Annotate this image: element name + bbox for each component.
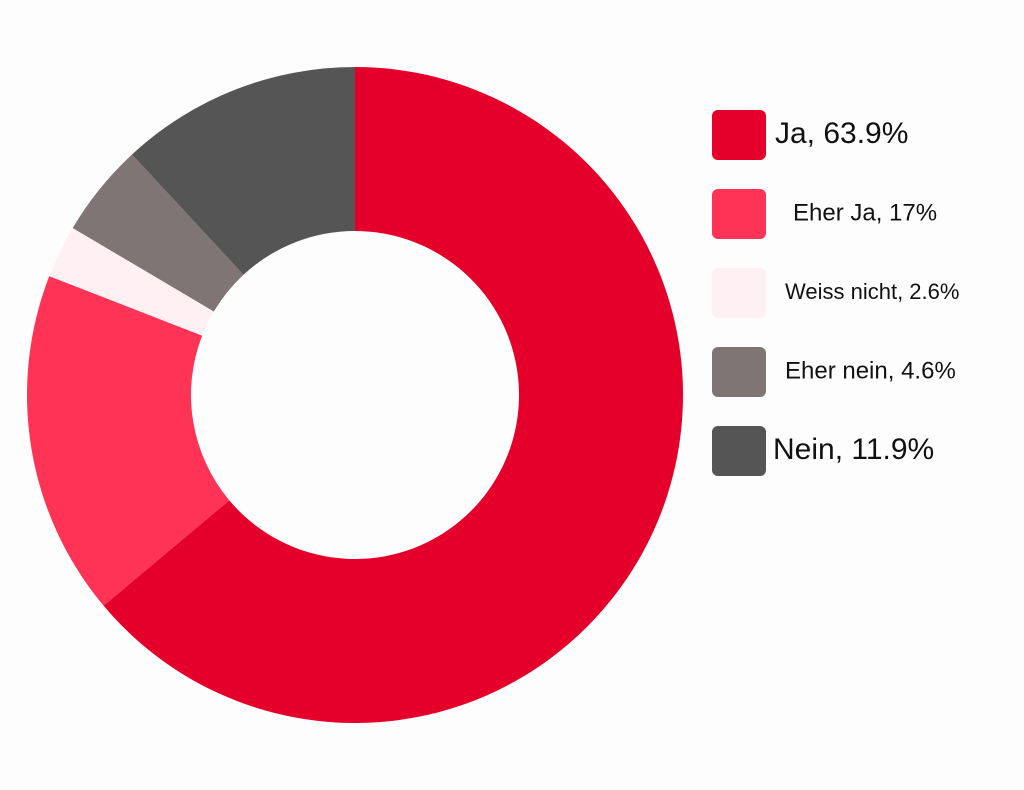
- legend-label: Eher Ja, 17%: [793, 199, 937, 226]
- donut-slice: [103, 67, 683, 723]
- legend-swatch: [712, 268, 766, 318]
- legend-label: Nein, 11.9%: [773, 433, 934, 466]
- legend-swatch: [712, 189, 766, 239]
- donut-slice: [49, 228, 214, 336]
- legend-label: Weiss nicht, 2.6%: [785, 279, 959, 304]
- legend-label: Eher nein, 4.6%: [785, 357, 956, 384]
- legend-swatch: [712, 347, 766, 397]
- donut-slice: [131, 66, 355, 275]
- donut-slice: [26, 276, 230, 606]
- legend-swatch: [712, 426, 766, 476]
- legend-swatch: [712, 110, 766, 160]
- legend-label: Ja, 63.9%: [775, 117, 908, 150]
- donut-slice: [72, 154, 244, 312]
